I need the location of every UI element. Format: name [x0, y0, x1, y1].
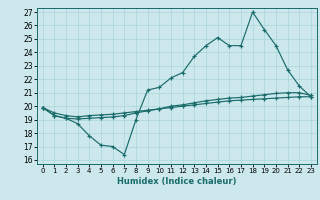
- X-axis label: Humidex (Indice chaleur): Humidex (Indice chaleur): [117, 177, 236, 186]
